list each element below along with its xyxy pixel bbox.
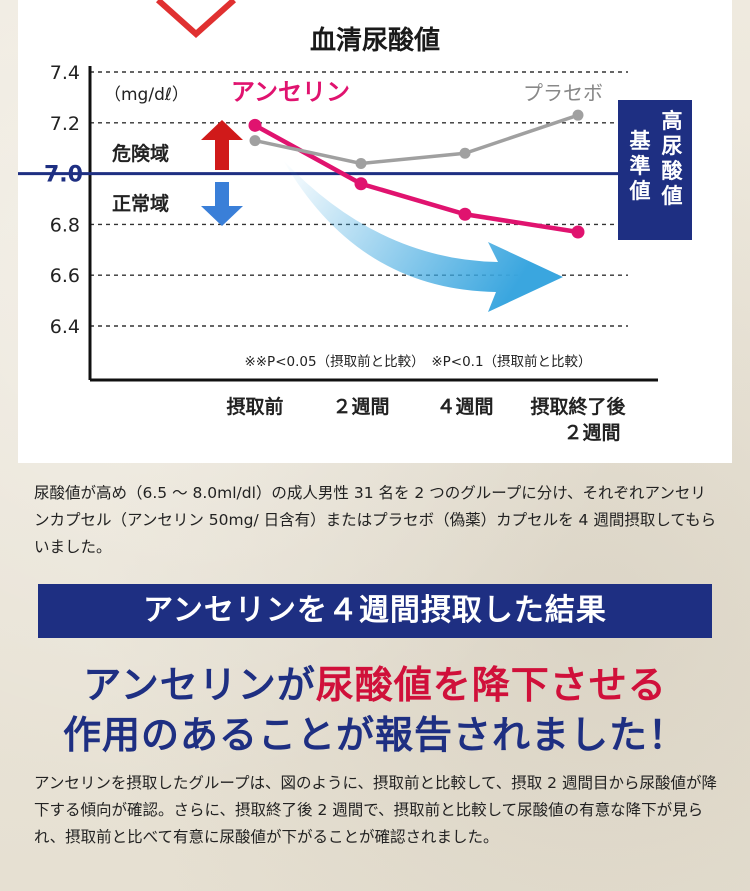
danger-arrow-icon <box>201 120 243 140</box>
series-label-placebo: プラセボ <box>523 81 603 105</box>
data-point <box>458 207 472 221</box>
data-point <box>248 118 262 132</box>
x-tick-label: ２週間 <box>332 396 389 418</box>
y-tick-label: 7.4 <box>50 62 80 84</box>
x-tick-label: 摂取終了後２週間 <box>530 395 626 444</box>
study-description: 尿酸値が高め（6.5 ～ 8.0ml/dl）の成人男性 31 名を 2 つのグル… <box>34 484 717 556</box>
reference-box <box>618 100 692 240</box>
series-line <box>254 113 579 166</box>
chart-series <box>248 109 585 239</box>
data-point <box>354 177 368 191</box>
zone-label-normal: 正常域 <box>112 192 169 215</box>
data-point <box>572 109 584 121</box>
data-point <box>571 225 585 239</box>
result-banner: アンセリンを４週間摂取した結果 <box>38 584 712 638</box>
result-description: アンセリンを摂取したグループは、図のように、摂取前と比較して、摂取 2 週間目か… <box>34 774 717 846</box>
data-point <box>249 135 261 147</box>
trend-arrow-shape <box>283 160 563 312</box>
y-tick-label: 6.8 <box>50 214 80 236</box>
data-point <box>355 157 367 169</box>
headline-red-part: 尿酸値を降下させる <box>315 663 667 707</box>
zone-label-danger: 危険域 <box>112 142 169 165</box>
chart-title: 血清尿酸値 <box>309 26 440 56</box>
series-line <box>253 123 579 235</box>
decorative-chevron-icon <box>155 0 237 39</box>
trend-arrow <box>283 160 563 312</box>
reference-box-label-1: 高尿酸値 <box>661 109 684 208</box>
headline-blue-part: アンセリンが <box>83 663 316 707</box>
zone-indicators <box>201 120 243 226</box>
headline-line-2: 作用のあることが報告されました！ <box>62 713 687 757</box>
normal-arrow-icon <box>201 206 243 226</box>
series-label-anserine: アンセリン <box>231 78 350 106</box>
reference-value-label: 7.0 <box>44 163 83 188</box>
data-point <box>459 147 471 159</box>
normal-arrow <box>215 182 229 206</box>
y-tick-label: 6.4 <box>50 316 80 338</box>
chart-grid <box>90 71 628 327</box>
headline-line-1: アンセリンが尿酸値を降下させる <box>18 654 732 709</box>
significance-note: ※※P<0.05（摂取前と比較） ※P<0.1（摂取前と比較） <box>244 353 591 370</box>
x-tick-label: ４週間 <box>436 396 493 418</box>
reference-box-label-2: 基準値 <box>629 129 652 203</box>
y-tick-label: 7.2 <box>50 113 80 135</box>
x-tick-label: 摂取前 <box>226 395 283 418</box>
unit-label: （mg/dℓ） <box>104 85 189 105</box>
chart-axes <box>18 66 658 382</box>
danger-arrow <box>215 136 229 170</box>
y-tick-label: 6.6 <box>50 265 80 287</box>
